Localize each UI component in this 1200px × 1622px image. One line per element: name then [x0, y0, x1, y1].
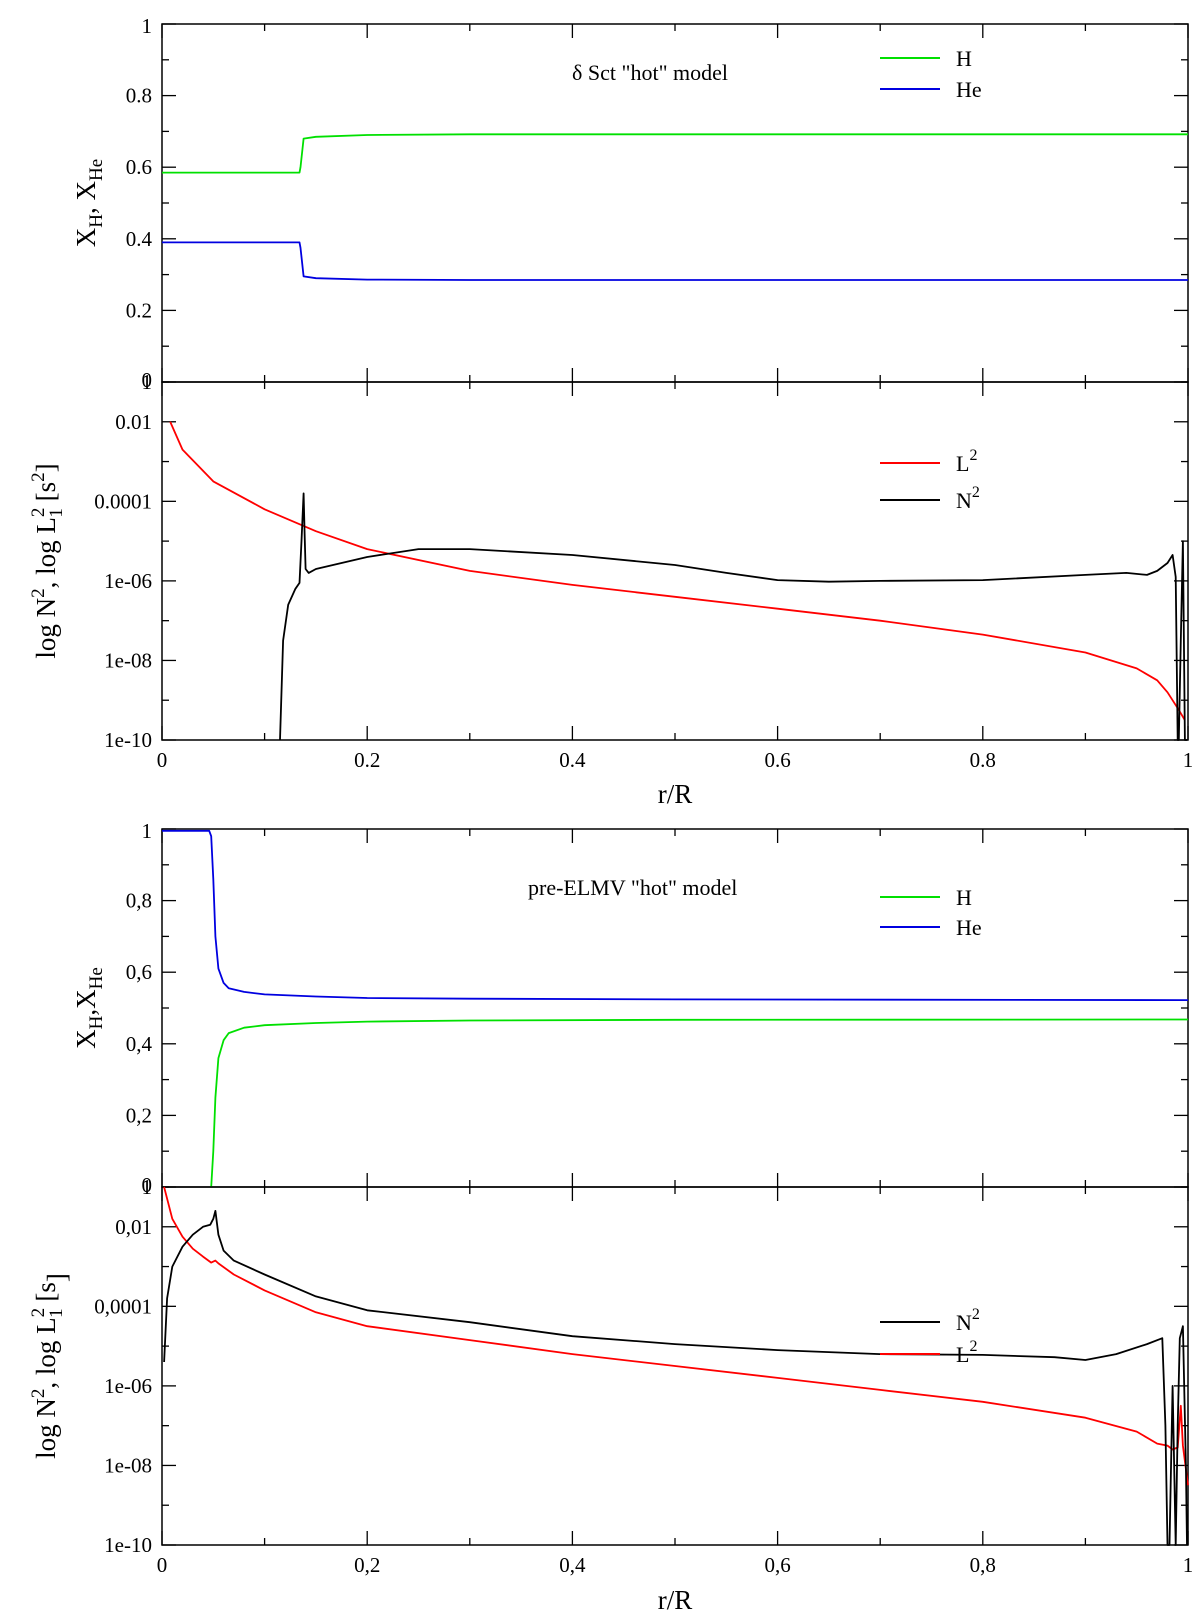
y-axis-title: log N2, log L21 [s] — [28, 1273, 72, 1459]
y-tick-label: 1e-06 — [104, 1374, 152, 1398]
legend: H He — [880, 46, 982, 102]
y-tick-label: 0 — [142, 1173, 153, 1197]
series-layer — [163, 1186, 1189, 1546]
panel-composition-pre-elmv: 0 0,2 0,4 0,6 0,8 1 pre-ELMV "hot" model H He… — [71, 819, 1189, 1197]
legend: N2 L2 — [880, 1306, 980, 1367]
tick-marks — [161, 381, 1189, 741]
x-tick-label: 0.8 — [970, 748, 996, 772]
legend-label-n2: N2 — [956, 484, 980, 513]
x-tick-label: 0,6 — [764, 1553, 790, 1577]
y-tick-label: 0,2 — [126, 1103, 152, 1127]
y-tick-labels: 1e-10 1e-08 1e-06 0.0001 0.01 1 — [94, 370, 152, 752]
y-tick-label: 1e-08 — [104, 648, 152, 672]
panel-frequencies-pre-elmv: 1e-10 1e-08 1e-06 0,0001 0,01 1 0 0,2 0,4 0,6 0,8… — [28, 1175, 1193, 1615]
y-tick-label: 0.4 — [126, 227, 153, 251]
series-line-he — [162, 241, 1188, 281]
y-tick-label: 0 — [142, 368, 153, 392]
y-tick-labels: 0 0,2 0,4 0,6 0,8 1 — [126, 819, 153, 1197]
series-line-n2 — [163, 1210, 1188, 1546]
y-tick-label: 0.6 — [126, 155, 152, 179]
series-line-he — [162, 829, 1189, 1001]
series-layer — [162, 133, 1188, 281]
y-axis-title: log N2, log L21 [s2] — [28, 463, 67, 658]
series-line-h — [210, 1018, 1189, 1188]
series-layer — [169, 421, 1187, 741]
y-tick-label: 1 — [142, 819, 153, 843]
legend-label-l2: L2 — [956, 447, 977, 476]
x-tick-labels: 0 0,2 0,4 0,6 0,8 1 — [157, 1553, 1194, 1577]
y-tick-label: 1e-08 — [104, 1453, 152, 1477]
panel-frequencies-dsct: 1e-10 1e-08 1e-06 0.0001 0.01 1 0 0.2 0.4 0.6 0.8… — [28, 370, 1193, 809]
y-tick-label: 0.2 — [126, 298, 152, 322]
x-tick-label: 0.4 — [559, 748, 586, 772]
y-tick-label: 1e-10 — [104, 1533, 152, 1557]
x-tick-label: 0 — [157, 1553, 168, 1577]
panel-title: δ Sct "hot" model — [572, 60, 728, 85]
y-tick-label: 1e-10 — [104, 728, 152, 752]
y-axis-title: XH, XHe — [71, 159, 107, 247]
y-axis-title: XH,XHe — [71, 967, 107, 1049]
legend-label-h: H — [956, 885, 972, 910]
y-tick-labels: 0 0.2 0.4 0.6 0.8 1 — [126, 14, 153, 392]
legend-label-he: He — [956, 77, 982, 102]
series-line-n2 — [279, 492, 1187, 741]
series-layer — [162, 829, 1189, 1188]
x-tick-label: 1 — [1183, 748, 1194, 772]
tick-marks — [161, 1186, 1189, 1546]
x-tick-label: 0,4 — [559, 1553, 586, 1577]
x-tick-label: 0,2 — [354, 1553, 380, 1577]
x-tick-label: 0.6 — [764, 748, 790, 772]
x-tick-label: 0 — [157, 748, 168, 772]
legend-label-he: He — [956, 915, 982, 940]
series-line-l2 — [169, 421, 1186, 721]
y-tick-label: 1 — [142, 14, 153, 38]
y-tick-label: 1e-06 — [104, 569, 152, 593]
x-tick-labels: 0 0.2 0.4 0.6 0.8 1 — [157, 748, 1194, 772]
legend: L2 N2 — [880, 447, 980, 513]
y-tick-label: 0,01 — [115, 1215, 152, 1239]
y-tick-label: 0.01 — [115, 410, 152, 434]
legend: H He — [880, 885, 982, 940]
y-tick-label: 0,8 — [126, 889, 152, 913]
y-tick-labels: 1e-10 1e-08 1e-06 0,0001 0,01 1 — [94, 1175, 152, 1557]
legend-label-h: H — [956, 46, 972, 71]
x-axis-title: r/R — [658, 779, 693, 809]
x-tick-label: 0.2 — [354, 748, 380, 772]
panel-composition-dsct: 0 0.2 0.4 0.6 0.8 1 δ Sct "hot" model H He XH… — [71, 14, 1189, 392]
y-tick-label: 1 — [142, 370, 153, 394]
y-tick-label: 0,6 — [126, 960, 152, 984]
legend-label-n2: N2 — [956, 1306, 980, 1335]
panel-title: pre-ELMV "hot" model — [528, 875, 737, 900]
x-tick-label: 1 — [1183, 1553, 1194, 1577]
y-tick-label: 0,0001 — [94, 1294, 152, 1318]
x-axis-title: r/R — [658, 1585, 693, 1615]
series-line-h — [162, 133, 1188, 174]
x-tick-label: 0,8 — [970, 1553, 996, 1577]
y-tick-label: 0,4 — [126, 1032, 153, 1056]
legend-label-l2: L2 — [956, 1338, 977, 1367]
y-tick-label: 0.0001 — [94, 489, 152, 513]
y-tick-label: 0.8 — [126, 84, 152, 108]
y-tick-label: 1 — [142, 1175, 153, 1199]
